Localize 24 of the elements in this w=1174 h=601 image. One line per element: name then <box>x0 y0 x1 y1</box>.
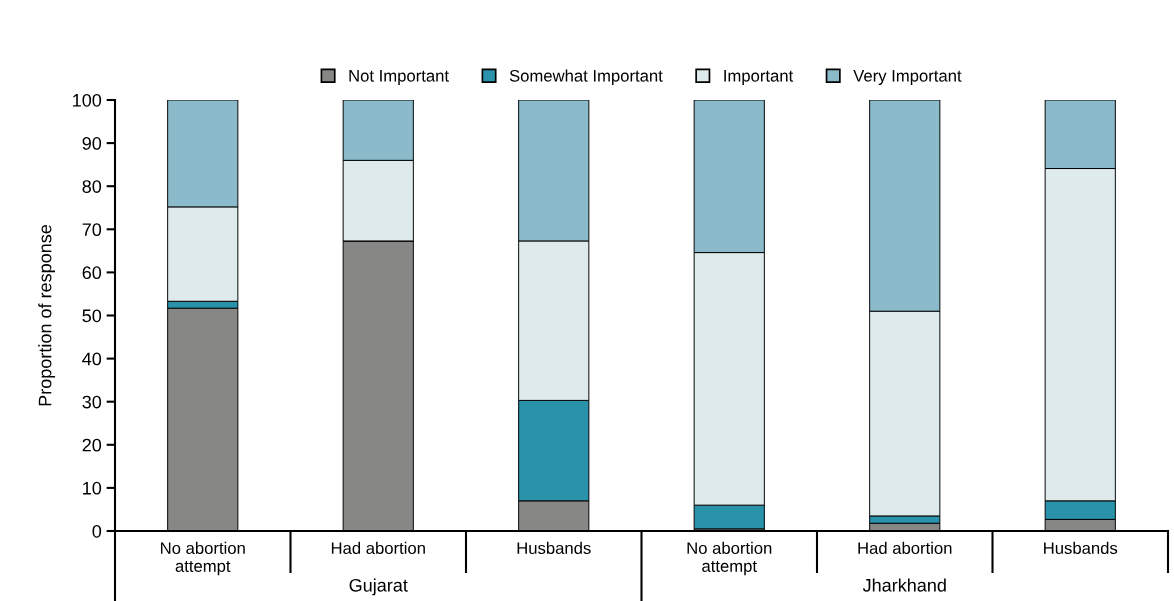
legend-label: Somewhat Important <box>509 69 663 85</box>
legend-label: Not Important <box>349 70 449 85</box>
y-tick-label: 60 <box>82 266 102 280</box>
y-tick-label: 40 <box>82 352 102 366</box>
text: Jharkhand <box>862 578 946 592</box>
legend-label: Very Important <box>853 70 962 85</box>
x-tick-label: Husbands <box>1044 541 1118 555</box>
x-tick-label: Had abortion <box>858 541 952 555</box>
x-tick-label: Husbands <box>517 541 591 555</box>
y-tick-label: 20 <box>82 438 102 452</box>
y-axis-title: Proportion of response <box>38 224 56 406</box>
x-tick-label: No abortion attempt <box>161 541 245 576</box>
y-tick-label: 10 <box>83 481 102 495</box>
y-tick-label: 70 <box>82 223 102 237</box>
x-tick-label: No abortion attempt <box>687 541 772 576</box>
x-tick-label: Had abortion <box>331 541 425 555</box>
y-tick-label: 90 <box>82 137 102 150</box>
y-tick-label: 30 <box>82 395 102 409</box>
legend-label: Important <box>724 70 794 85</box>
y-tick-label: 100 <box>73 93 102 107</box>
y-tick-label: 50 <box>82 309 102 323</box>
y-tick-label: 80 <box>82 180 102 193</box>
text: Gujarat <box>349 578 408 596</box>
y-tick-label: 0 <box>92 524 102 538</box>
